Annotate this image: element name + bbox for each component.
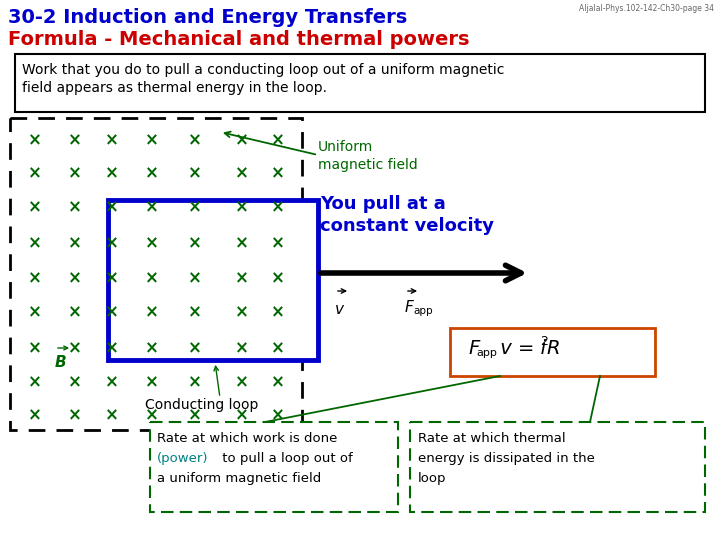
Text: ×: × xyxy=(145,373,159,391)
Text: ×: × xyxy=(145,269,159,287)
Text: Uniform: Uniform xyxy=(318,140,373,154)
Text: You pull at a: You pull at a xyxy=(320,195,446,213)
Text: to pull a loop out of: to pull a loop out of xyxy=(218,452,353,465)
Text: ×: × xyxy=(105,339,119,357)
Text: ×: × xyxy=(145,339,159,357)
Text: ×: × xyxy=(105,164,119,182)
Text: ×: × xyxy=(188,131,202,149)
Text: ×: × xyxy=(271,164,285,182)
Text: energy is dissipated in the: energy is dissipated in the xyxy=(418,452,595,465)
Text: ×: × xyxy=(68,198,82,216)
Text: 2: 2 xyxy=(540,335,548,348)
Text: ×: × xyxy=(145,303,159,321)
Text: ×: × xyxy=(188,198,202,216)
Text: ×: × xyxy=(235,198,249,216)
Text: ×: × xyxy=(235,303,249,321)
Text: ×: × xyxy=(28,339,42,357)
Text: ×: × xyxy=(28,269,42,287)
Text: field appears as thermal energy in the loop.: field appears as thermal energy in the l… xyxy=(22,81,327,95)
Text: 30-2 Induction and Energy Transfers: 30-2 Induction and Energy Transfers xyxy=(8,8,408,27)
Text: v = i: v = i xyxy=(494,339,546,358)
Text: ×: × xyxy=(271,303,285,321)
Bar xyxy=(108,200,318,360)
Text: ×: × xyxy=(28,234,42,252)
Text: R: R xyxy=(546,339,559,358)
Text: ×: × xyxy=(271,198,285,216)
Text: ×: × xyxy=(145,164,159,182)
Text: F: F xyxy=(468,339,480,358)
Text: ×: × xyxy=(271,339,285,357)
Text: Rate at which work is done: Rate at which work is done xyxy=(157,432,338,445)
Text: ×: × xyxy=(105,234,119,252)
Text: ×: × xyxy=(271,234,285,252)
Text: ×: × xyxy=(68,269,82,287)
Text: ×: × xyxy=(145,198,159,216)
Text: ×: × xyxy=(235,164,249,182)
Text: ×: × xyxy=(188,164,202,182)
Text: loop: loop xyxy=(418,472,446,485)
Text: ×: × xyxy=(68,303,82,321)
Text: ×: × xyxy=(235,406,249,424)
Text: ×: × xyxy=(105,303,119,321)
Text: ×: × xyxy=(235,269,249,287)
Text: ×: × xyxy=(28,164,42,182)
Text: Work that you do to pull a conducting loop out of a uniform magnetic: Work that you do to pull a conducting lo… xyxy=(22,63,505,77)
Text: ×: × xyxy=(188,234,202,252)
Text: F: F xyxy=(405,300,414,315)
Text: ×: × xyxy=(188,373,202,391)
Text: app: app xyxy=(413,306,433,316)
Text: ×: × xyxy=(105,131,119,149)
Text: ×: × xyxy=(68,373,82,391)
Text: ×: × xyxy=(28,406,42,424)
Text: ×: × xyxy=(188,269,202,287)
Text: (power): (power) xyxy=(157,452,209,465)
Text: ×: × xyxy=(105,406,119,424)
Text: ×: × xyxy=(235,373,249,391)
Text: ×: × xyxy=(68,406,82,424)
Text: ×: × xyxy=(28,373,42,391)
Text: ×: × xyxy=(235,339,249,357)
Text: ×: × xyxy=(235,131,249,149)
Text: ×: × xyxy=(188,303,202,321)
Bar xyxy=(450,328,655,376)
Bar xyxy=(15,54,705,112)
Text: v: v xyxy=(335,302,344,317)
Text: ×: × xyxy=(235,234,249,252)
Bar xyxy=(410,422,705,512)
Bar xyxy=(150,422,398,512)
Text: constant velocity: constant velocity xyxy=(320,217,494,235)
Text: ×: × xyxy=(28,303,42,321)
Text: ×: × xyxy=(68,131,82,149)
Text: Aljalal-Phys.102-142-Ch30-page 34: Aljalal-Phys.102-142-Ch30-page 34 xyxy=(579,4,714,13)
Text: ×: × xyxy=(271,373,285,391)
Text: ×: × xyxy=(188,339,202,357)
Text: ×: × xyxy=(271,131,285,149)
Text: B: B xyxy=(55,355,67,370)
Text: Rate at which thermal: Rate at which thermal xyxy=(418,432,566,445)
Text: a uniform magnetic field: a uniform magnetic field xyxy=(157,472,321,485)
Text: ×: × xyxy=(271,269,285,287)
Text: ×: × xyxy=(271,406,285,424)
Text: magnetic field: magnetic field xyxy=(318,158,418,172)
Text: ×: × xyxy=(145,234,159,252)
Text: ×: × xyxy=(68,339,82,357)
Text: ×: × xyxy=(28,198,42,216)
Text: app: app xyxy=(476,348,497,358)
Text: ×: × xyxy=(68,164,82,182)
Text: ×: × xyxy=(105,269,119,287)
Bar xyxy=(10,118,302,430)
Text: ×: × xyxy=(28,131,42,149)
Text: ×: × xyxy=(145,406,159,424)
Text: ×: × xyxy=(145,131,159,149)
Text: ×: × xyxy=(188,406,202,424)
Text: ×: × xyxy=(68,234,82,252)
Text: Formula - Mechanical and thermal powers: Formula - Mechanical and thermal powers xyxy=(8,30,469,49)
Text: Conducting loop: Conducting loop xyxy=(145,398,258,412)
Text: ×: × xyxy=(105,373,119,391)
Text: ×: × xyxy=(105,198,119,216)
